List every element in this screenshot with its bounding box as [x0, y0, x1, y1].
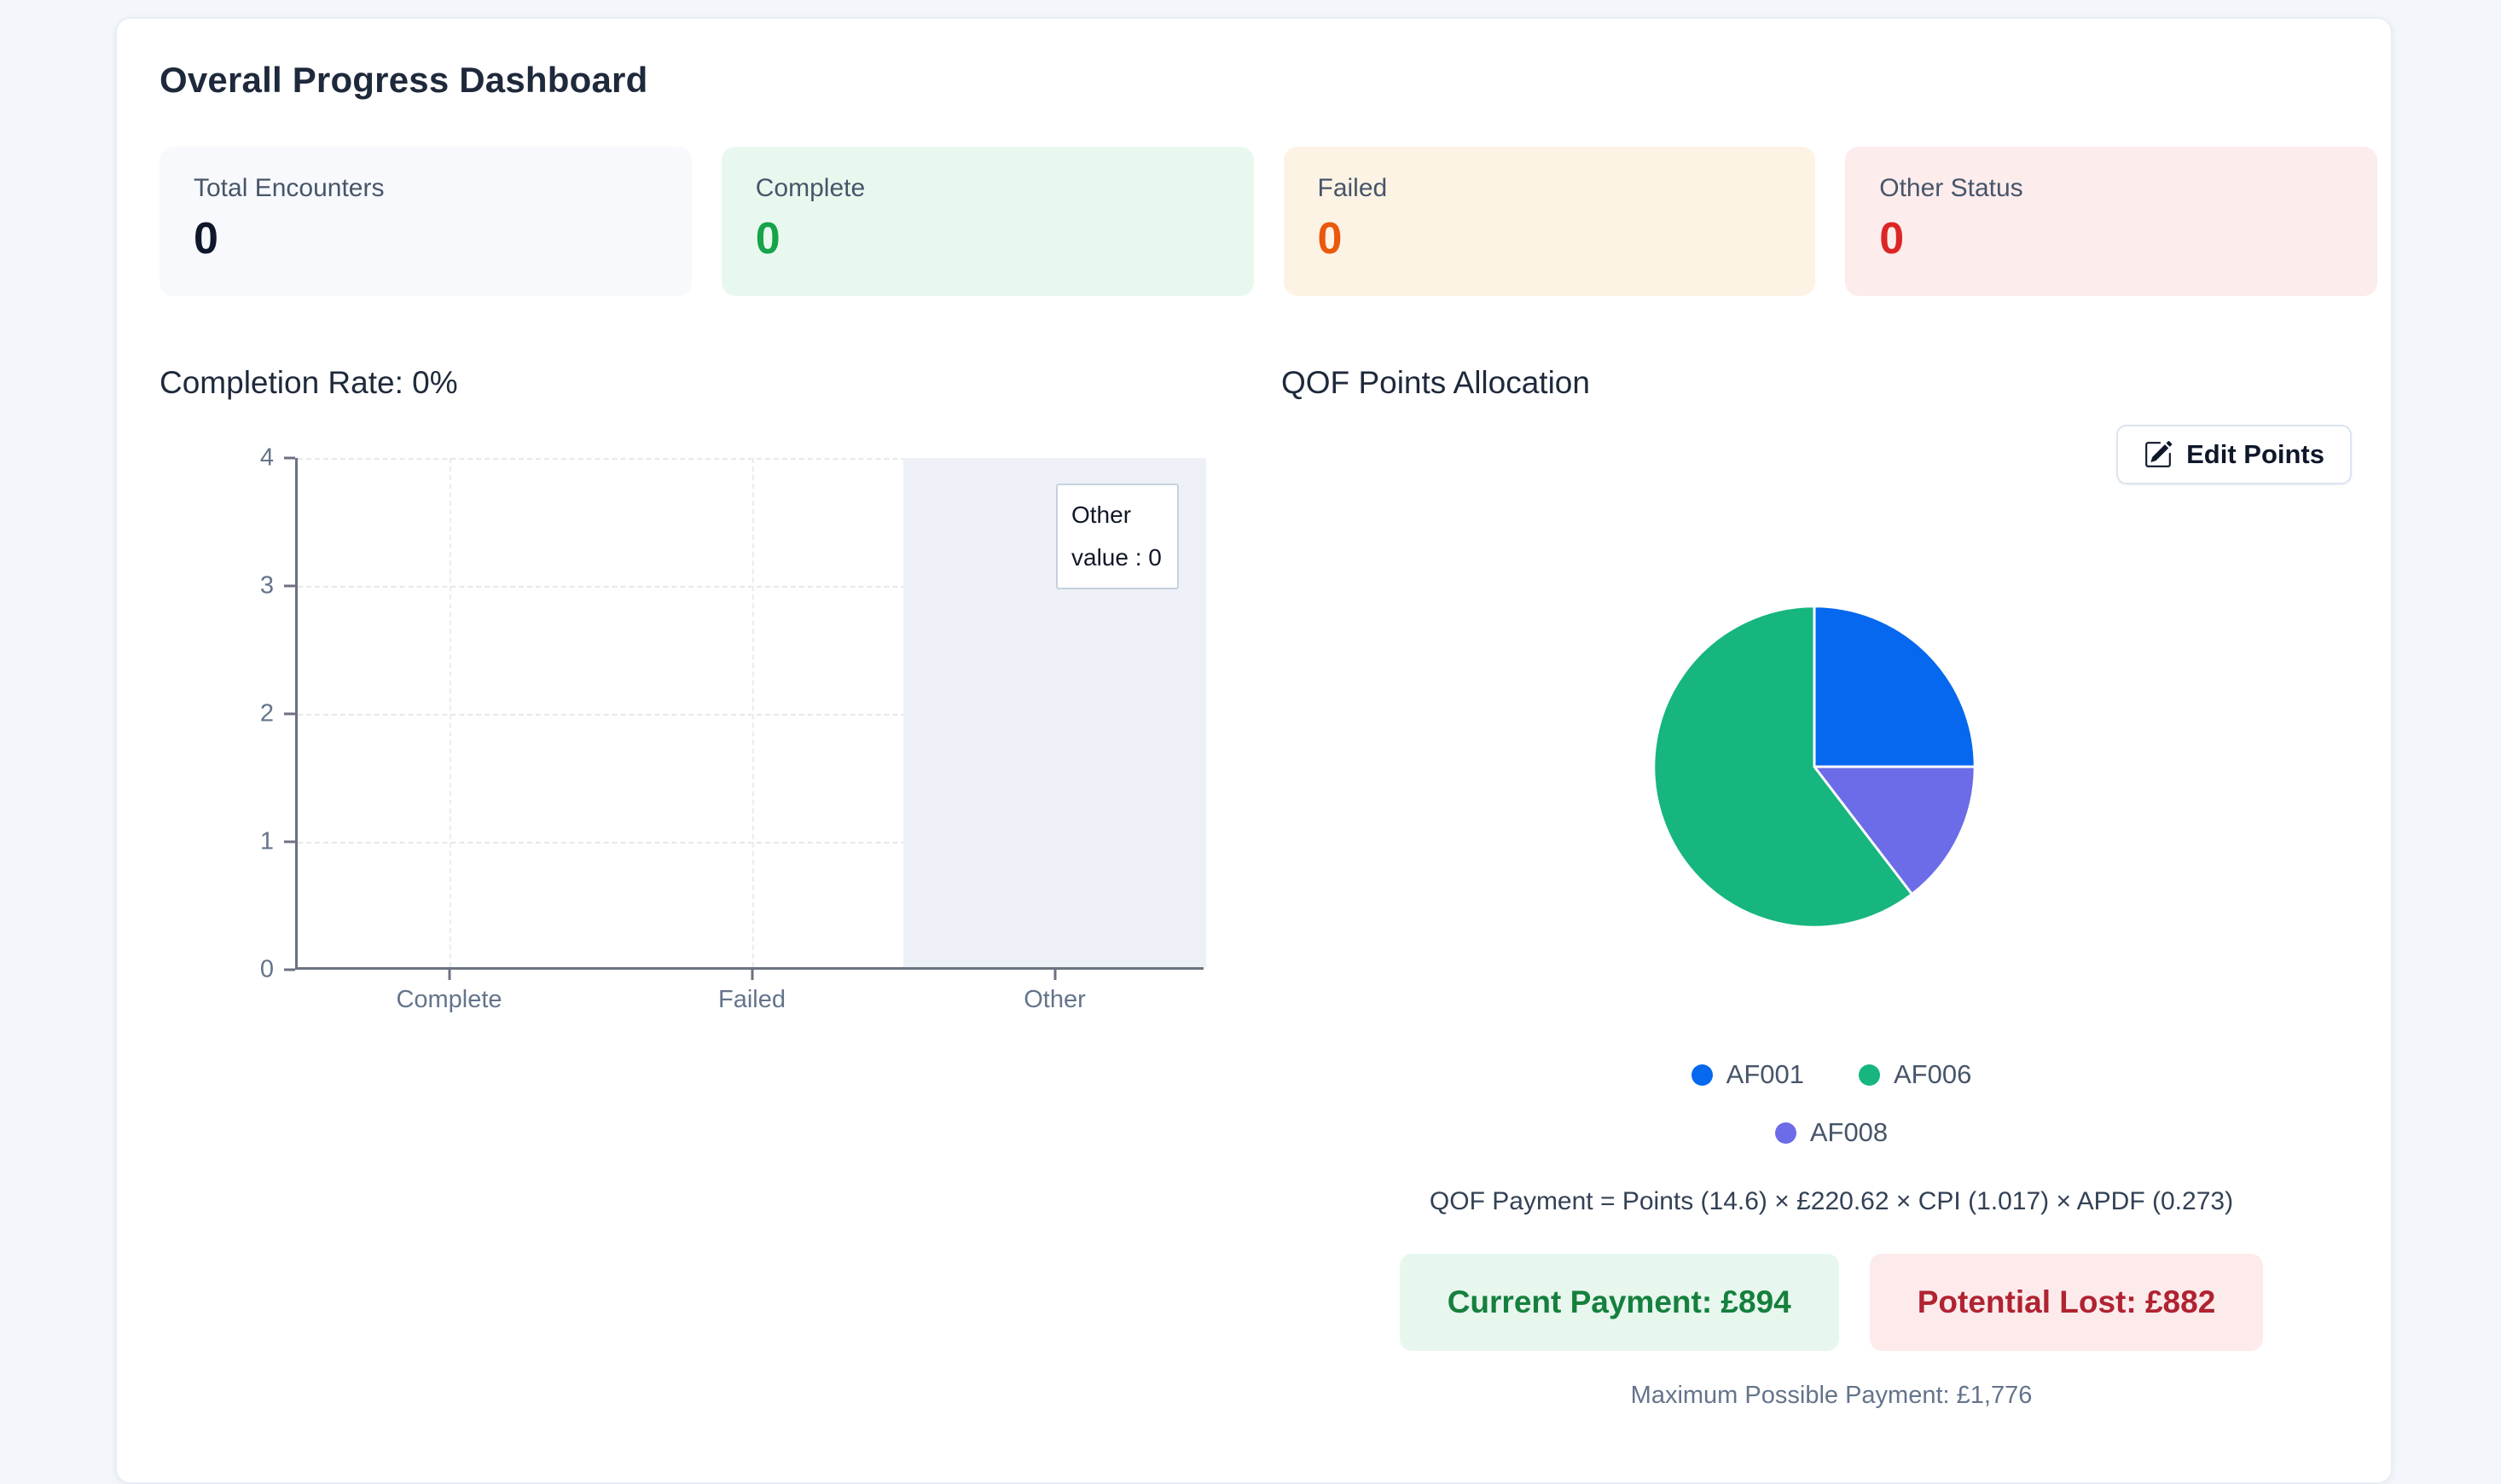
tooltip-category: Other [1071, 501, 1132, 528]
x-axis-label-failed: Failed [718, 986, 786, 1013]
stat-card-failed: Failed 0 [1283, 147, 1816, 296]
y-axis-tick [284, 584, 295, 588]
x-axis-tick [751, 967, 753, 980]
x-axis-tick [1053, 967, 1056, 980]
payment-badges-row: Current Payment: £894 Potential Lost: £8… [1281, 1254, 2382, 1351]
legend-item-af008[interactable]: AF008 [1774, 1117, 1889, 1148]
stat-value: 0 [194, 214, 218, 264]
stat-label: Complete [755, 174, 866, 202]
potential-lost-badge: Potential Lost: £882 [1869, 1254, 2264, 1351]
x-axis-tick [448, 967, 450, 980]
y-axis-label: 3 [259, 571, 274, 600]
current-payment-badge: Current Payment: £894 [1399, 1254, 1839, 1351]
h-gridline [298, 586, 1204, 588]
legend-dot-af008 [1774, 1122, 1796, 1144]
pie-slice-af006[interactable] [1652, 605, 1913, 929]
stats-row: Total Encounters 0 Complete 0 Failed 0 Other S… [160, 147, 2377, 296]
pie-slice-af001[interactable] [1813, 605, 1976, 768]
legend-item-af001[interactable]: AF001 [1691, 1059, 1804, 1090]
stat-label: Other Status [1879, 174, 2023, 202]
h-gridline [298, 458, 1204, 460]
qof-title: QOF Points Allocation [1281, 365, 1590, 400]
y-axis-label: 2 [259, 699, 274, 728]
qof-pie-chart[interactable] [1648, 600, 1981, 933]
x-axis-label-complete: Complete [396, 986, 502, 1013]
pie-slice-af008[interactable] [1813, 765, 1976, 896]
stat-card-complete: Complete 0 [721, 147, 1254, 296]
tooltip-value: value : 0 [1071, 543, 1162, 571]
stat-label: Total Encounters [194, 174, 385, 202]
x-axis-label-other: Other [1024, 986, 1086, 1013]
y-axis-label: 0 [259, 955, 274, 983]
dashboard-card: Overall Progress Dashboard Total Encount… [115, 17, 2393, 1484]
edit-pencil-icon [2144, 440, 2173, 469]
completion-bar-chart[interactable]: 4 3 2 1 0 Complete Failed Other Other value : 0 [260, 444, 1206, 1013]
chart-tooltip: Other value : 0 [1056, 484, 1179, 589]
legend-item-af006[interactable]: AF006 [1859, 1059, 1971, 1090]
qof-section: QOF Points Allocation Edit Points AF001 A… [1281, 360, 2382, 1469]
y-axis-tick [284, 968, 295, 971]
payment-formula: QOF Payment = Points (14.6) × £220.62 × … [1429, 1187, 2234, 1215]
stat-value: 0 [1317, 214, 1343, 264]
y-axis-tick [284, 840, 295, 843]
pie-legend: AF001 AF006 AF008 [1644, 1059, 2019, 1148]
h-gridline [298, 714, 1204, 716]
completion-rate-title: Completion Rate: 0% [160, 365, 458, 400]
h-gridline [298, 842, 1204, 843]
legend-label: AF008 [1809, 1117, 1889, 1147]
v-gridline [449, 458, 451, 967]
legend-label: AF006 [1894, 1059, 1972, 1089]
stat-value: 0 [755, 214, 780, 264]
y-axis-tick [284, 712, 295, 716]
stat-card-other-status: Other Status 0 [1845, 147, 2377, 296]
edit-points-label: Edit Points [2186, 439, 2324, 469]
page-title: Overall Progress Dashboard [160, 60, 648, 100]
edit-points-button[interactable]: Edit Points [2116, 425, 2352, 484]
legend-dot-af006 [1859, 1064, 1880, 1086]
v-gridline [751, 458, 754, 967]
stat-value: 0 [1879, 214, 1905, 264]
stat-label: Failed [1317, 174, 1388, 202]
max-payment-text: Maximum Possible Payment: £1,776 [1630, 1382, 2033, 1409]
legend-label: AF001 [1726, 1059, 1804, 1089]
y-axis-label: 1 [259, 827, 274, 855]
stat-card-total-encounters: Total Encounters 0 [160, 147, 692, 296]
y-axis-tick [284, 456, 295, 460]
legend-dot-af001 [1691, 1064, 1713, 1086]
y-axis-label: 4 [259, 443, 274, 472]
completion-section: Completion Rate: 0% 4 3 2 1 0 Complete Failed O… [160, 360, 1285, 1145]
